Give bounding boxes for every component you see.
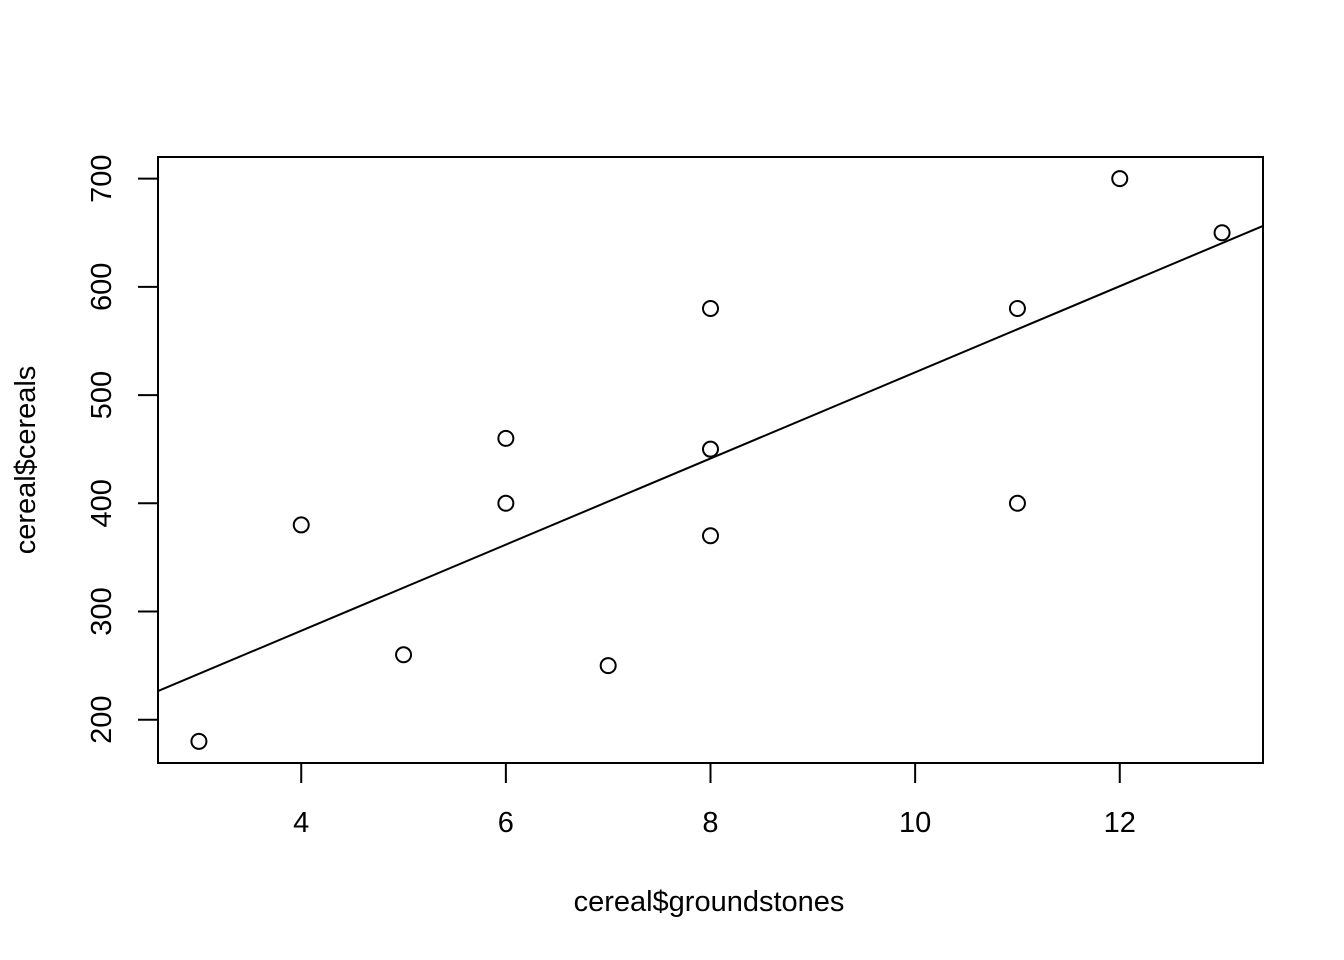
data-point: [1213, 224, 1231, 242]
data-point: [497, 429, 515, 447]
y-tick-label: 400: [86, 479, 118, 527]
y-tick-label: 600: [86, 263, 118, 311]
x-tick-label: 8: [702, 807, 718, 839]
y-axis-label: cereal$cereals: [10, 366, 42, 555]
data-point: [599, 657, 617, 675]
data-point: [702, 440, 719, 458]
data-point: [1111, 170, 1129, 188]
data-point: [702, 527, 719, 545]
regression-line: [157, 224, 1264, 692]
x-tick-label: 4: [293, 807, 309, 839]
x-tick-label: 12: [1104, 807, 1136, 839]
data-point: [1008, 300, 1026, 317]
data-point: [395, 646, 413, 664]
x-tick-label: 10: [899, 807, 931, 839]
plot-frame: [157, 156, 1264, 764]
y-tick-label: 500: [86, 371, 118, 419]
y-tick-label: 300: [86, 587, 118, 635]
y-tick-label: 700: [86, 154, 118, 202]
y-tick-label: 200: [86, 696, 118, 744]
x-axis-label: cereal$groundstones: [574, 886, 845, 918]
x-tick-label: 6: [498, 807, 514, 839]
data-point: [292, 516, 310, 534]
data-point: [497, 494, 515, 512]
data-point: [702, 300, 719, 317]
data-point: [1008, 494, 1026, 512]
data-point: [190, 732, 208, 750]
